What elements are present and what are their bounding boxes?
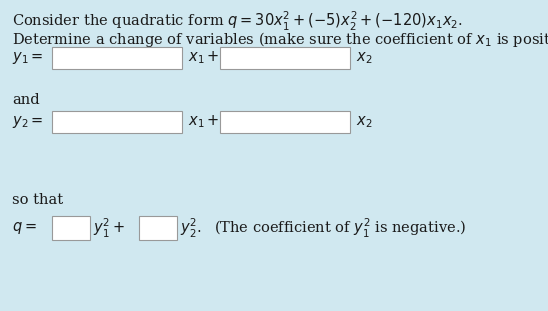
- Text: $y_1 =$: $y_1 =$: [12, 50, 43, 66]
- Text: (The coefficient of $y_1^2$ is negative.): (The coefficient of $y_1^2$ is negative.…: [214, 216, 466, 239]
- Text: $y_2 =$: $y_2 =$: [12, 114, 43, 130]
- FancyBboxPatch shape: [52, 216, 90, 240]
- Text: $x_1+$: $x_1+$: [188, 50, 219, 66]
- Text: $y_1^2 +$: $y_1^2 +$: [93, 216, 125, 239]
- Text: Determine a change of variables (make sure the coefficient of $x_1$ is positive): Determine a change of variables (make su…: [12, 30, 548, 49]
- Text: Consider the quadratic form $q = 30x_1^2 + (-5)x_2^2 + (-120)x_1x_2$.: Consider the quadratic form $q = 30x_1^2…: [12, 10, 463, 33]
- Text: so that: so that: [12, 193, 63, 207]
- FancyBboxPatch shape: [139, 216, 177, 240]
- Text: $x_2$: $x_2$: [356, 114, 373, 130]
- FancyBboxPatch shape: [52, 111, 182, 133]
- FancyBboxPatch shape: [220, 47, 350, 69]
- Text: $x_1+$: $x_1+$: [188, 114, 219, 130]
- FancyBboxPatch shape: [220, 111, 350, 133]
- Text: $y_2^2.$: $y_2^2.$: [180, 216, 202, 239]
- Text: and: and: [12, 93, 39, 107]
- Text: $q =$: $q =$: [12, 220, 37, 236]
- Text: $x_2$: $x_2$: [356, 50, 373, 66]
- FancyBboxPatch shape: [52, 47, 182, 69]
